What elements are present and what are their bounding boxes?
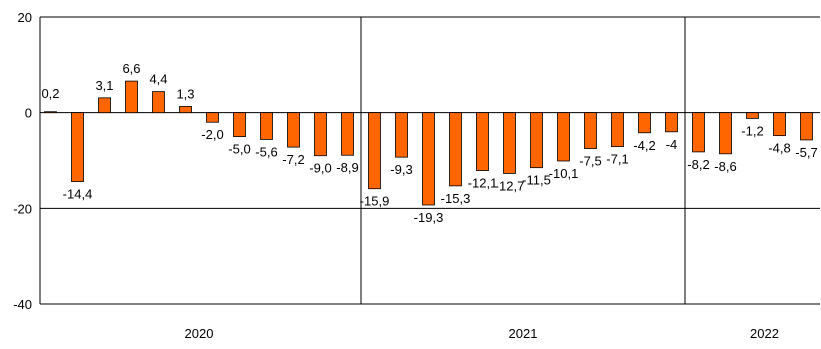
bar (341, 112, 354, 156)
y-tick-label: -40 (13, 297, 32, 312)
bar (530, 112, 543, 169)
year-labels: 2020 2021 2022 (185, 326, 779, 341)
data-label: 1,3 (176, 86, 194, 101)
bar (692, 112, 705, 153)
bar (44, 111, 57, 114)
data-label: -4,2 (633, 138, 655, 153)
year-label: 2020 (185, 326, 214, 341)
data-label: 3,1 (95, 78, 113, 93)
bar (422, 112, 435, 206)
year-label: 2022 (750, 326, 779, 341)
data-label: -7,2 (282, 152, 304, 167)
data-labels: 0,2 -14,4 3,1 6,6 4,4 1,3 -2,0 -5,0 -5,6 -7,2 -9,0… (41, 61, 817, 225)
data-label: 6,6 (122, 61, 140, 76)
data-label: -9,0 (309, 161, 331, 176)
data-label: -8,2 (687, 157, 709, 172)
data-label: -2,0 (201, 127, 223, 142)
bar (611, 112, 624, 148)
bar (746, 112, 759, 119)
y-tick-label: 0 (25, 106, 32, 121)
bar (503, 112, 516, 174)
data-label: -1,2 (741, 123, 763, 138)
data-label: -15,9 (360, 194, 390, 209)
data-label: -7,5 (579, 154, 601, 169)
data-label: 0,2 (41, 86, 59, 101)
data-label: -9,3 (390, 162, 412, 177)
data-label: -7,1 (606, 152, 628, 167)
bar (557, 112, 570, 162)
data-label: -4 (666, 137, 678, 152)
bar (71, 112, 84, 182)
data-label: -14,4 (63, 187, 93, 202)
bar (179, 106, 192, 114)
bar (800, 112, 813, 141)
bar (665, 112, 678, 133)
data-label: -12,1 (468, 176, 498, 191)
bar (638, 112, 651, 134)
year-label: 2021 (509, 326, 538, 341)
data-label: -15,3 (441, 191, 471, 206)
data-label: -5,7 (795, 145, 817, 160)
data-label: -8,6 (714, 159, 736, 174)
grid-lines (40, 16, 820, 305)
bar (584, 112, 597, 149)
bar (233, 112, 246, 137)
bar (314, 112, 327, 157)
data-label: -19,3 (414, 210, 444, 225)
y-tick-label: -20 (13, 201, 32, 216)
data-label: 4,4 (149, 72, 167, 87)
bar (476, 112, 489, 171)
data-label: -10,1 (549, 166, 579, 181)
data-label: -11,5 (522, 173, 551, 188)
year-dividers (360, 17, 686, 304)
bar (719, 112, 732, 155)
bar (449, 112, 462, 187)
bar (98, 97, 111, 114)
data-label: -8,9 (336, 160, 358, 175)
bar (125, 80, 138, 114)
data-label: -4,8 (768, 141, 790, 156)
data-label: -5,0 (228, 142, 250, 157)
bar (773, 112, 786, 137)
bar (287, 112, 300, 148)
y-tick-labels: 20 0 -20 -40 (13, 10, 32, 312)
data-label: -5,6 (255, 144, 277, 159)
bar (206, 112, 219, 123)
bar (395, 112, 408, 158)
bar (152, 91, 165, 114)
bar (368, 112, 381, 190)
bar (260, 112, 273, 140)
data-label: -12,7 (495, 178, 525, 193)
y-tick-label: 20 (18, 10, 32, 25)
bars (44, 80, 813, 206)
